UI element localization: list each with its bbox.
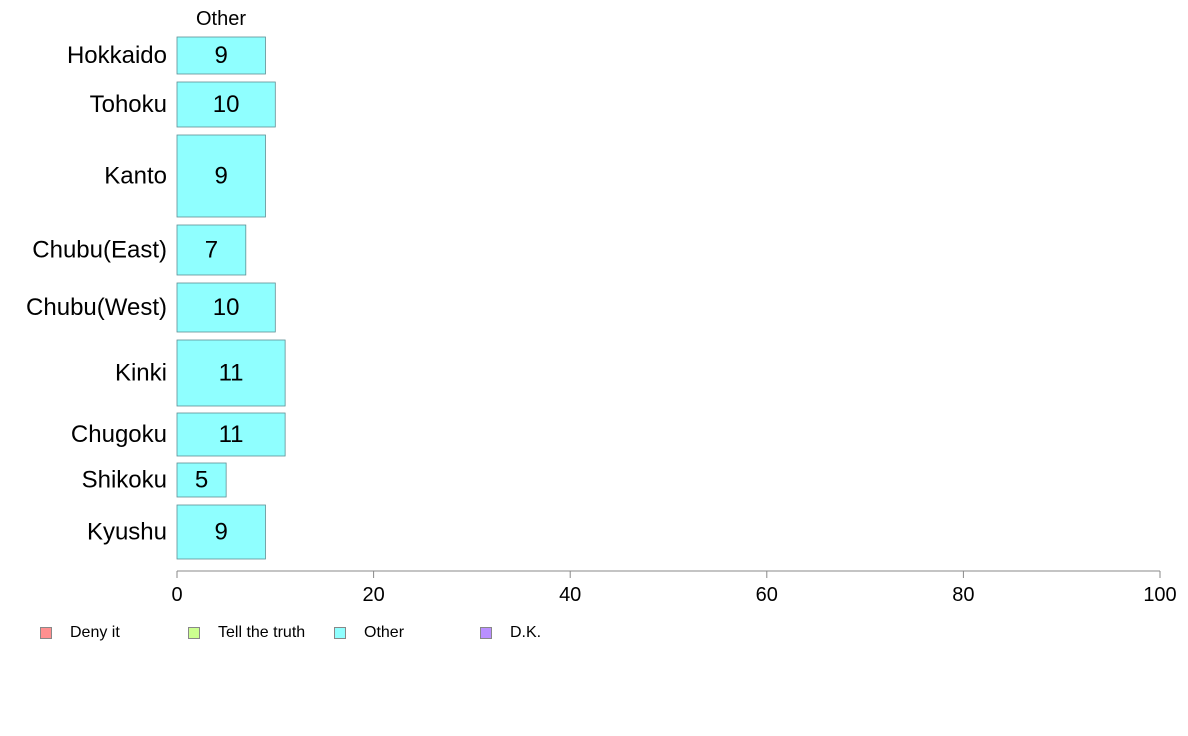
bar-kinki-series-2 bbox=[176, 339, 286, 407]
data-label: 9 bbox=[215, 519, 228, 546]
category-label: Tohoku bbox=[90, 91, 167, 118]
legend-item: D.K. bbox=[480, 624, 541, 642]
legend-swatch bbox=[334, 627, 346, 639]
x-tick-label: 60 bbox=[756, 584, 778, 606]
data-label: 9 bbox=[215, 42, 228, 69]
legend-item: Tell the truth bbox=[188, 624, 305, 642]
category-label: Hokkaido bbox=[67, 42, 167, 69]
x-tick-label: 0 bbox=[171, 584, 182, 606]
legend-label: D.K. bbox=[510, 624, 542, 641]
legend-swatch bbox=[480, 627, 492, 639]
x-tick-label: 20 bbox=[362, 584, 384, 606]
legend-item: Other bbox=[334, 624, 404, 642]
legend-swatch bbox=[40, 627, 52, 639]
bar-chubu-east--series-2 bbox=[176, 224, 247, 276]
category-label: Kyushu bbox=[87, 519, 167, 546]
legend-label: Tell the truth bbox=[218, 624, 306, 641]
bar-tohoku-series-2 bbox=[176, 81, 276, 128]
category-label: Kinki bbox=[115, 360, 167, 387]
x-axis: 0 20 40 60 80 100 bbox=[171, 570, 1177, 606]
category-label: Chubu(West) bbox=[26, 294, 167, 321]
legend-item: Deny it bbox=[40, 624, 120, 642]
legend-label: Other bbox=[364, 624, 405, 641]
category-label: Chugoku bbox=[71, 421, 167, 448]
x-tick-label: 80 bbox=[952, 584, 974, 606]
legend-swatch bbox=[188, 627, 200, 639]
x-tick-label: 40 bbox=[559, 584, 581, 606]
x-tick-label: 100 bbox=[1143, 584, 1176, 606]
data-label: 11 bbox=[219, 360, 244, 387]
data-label: 7 bbox=[205, 237, 218, 264]
category-label: Shikoku bbox=[82, 467, 167, 494]
data-label: 10 bbox=[213, 91, 240, 118]
category-label: Kanto bbox=[104, 163, 167, 190]
category-label: Chubu(East) bbox=[32, 237, 167, 264]
bar-hokkaido-series-2 bbox=[176, 36, 266, 75]
legend-label: Deny it bbox=[70, 624, 120, 641]
bar-kanto-series-2 bbox=[176, 134, 266, 218]
chart-title: Other bbox=[196, 8, 246, 30]
data-label: 9 bbox=[215, 163, 228, 190]
bar-chubu-west--series-2 bbox=[176, 282, 276, 333]
data-label: 5 bbox=[195, 467, 208, 494]
bar-shikoku-series-2 bbox=[176, 462, 227, 498]
bar-kyushu-series-2 bbox=[176, 504, 266, 560]
data-label: 10 bbox=[213, 294, 240, 321]
data-label: 11 bbox=[219, 421, 244, 448]
category-labels: Hokkaido Tohoku Kanto Chubu(East) Chubu(West… bbox=[26, 42, 167, 546]
bar-chugoku-series-2 bbox=[176, 412, 286, 457]
